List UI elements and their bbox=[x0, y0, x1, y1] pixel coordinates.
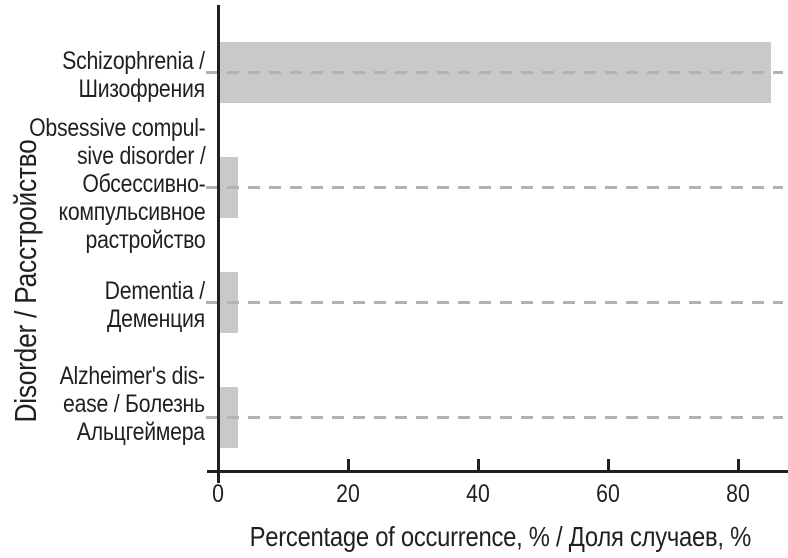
x-tick-20 bbox=[346, 459, 350, 471]
x-tick-80 bbox=[736, 459, 740, 471]
x-tick-60 bbox=[606, 459, 610, 471]
x-axis-line bbox=[207, 470, 788, 473]
x-tick-label-20: 20 bbox=[336, 480, 360, 508]
gridline-2 bbox=[206, 300, 783, 304]
category-label-3: Alzheimer's dis-ease / Болезнь Альцгеймер… bbox=[59, 362, 206, 446]
x-tick-label-60: 60 bbox=[596, 480, 620, 508]
x-tick-label-0: 0 bbox=[212, 480, 224, 508]
gridline-0 bbox=[206, 70, 783, 74]
x-tick-40 bbox=[476, 459, 480, 471]
y-axis-line bbox=[217, 5, 220, 483]
category-label-1: Obsessive compul-sive disorder / Обсессив… bbox=[28, 114, 206, 254]
x-tick-label-40: 40 bbox=[466, 480, 490, 508]
category-label-2: Dementia / Деменция bbox=[104, 277, 205, 333]
x-axis-title: Percentage of occurrence, % / Доля случа… bbox=[249, 521, 752, 552]
gridline-3 bbox=[206, 415, 783, 419]
category-label-0: Schizophrenia / Шизофрения bbox=[62, 47, 205, 103]
gridline-1 bbox=[206, 185, 783, 189]
x-tick-label-80: 80 bbox=[726, 480, 750, 508]
